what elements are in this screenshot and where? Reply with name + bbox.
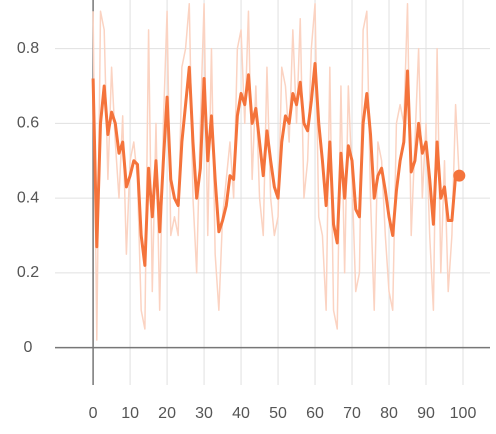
x-tick-label: 70	[343, 405, 361, 422]
x-tick-label: 60	[306, 405, 324, 422]
x-tick-label: 50	[269, 405, 287, 422]
x-tick-label: 90	[417, 405, 435, 422]
x-tick-label: 40	[232, 405, 250, 422]
y-tick-label: 0.4	[17, 189, 39, 206]
line	[91, 62, 460, 267]
y-tick-label: 0.2	[17, 264, 39, 281]
x-tick-label: 80	[380, 405, 398, 422]
x-tick-label: 30	[195, 405, 213, 422]
end-point	[453, 169, 466, 182]
x-tick-label: 100	[450, 405, 477, 422]
y-tick-label: 0.6	[17, 115, 39, 132]
y-tick-label: 0.8	[17, 40, 39, 57]
x-tick-label: 10	[121, 405, 139, 422]
x-tick-label: 20	[158, 405, 176, 422]
y-tick-label: 0	[24, 339, 33, 356]
x-tick-label: 0	[89, 405, 98, 422]
